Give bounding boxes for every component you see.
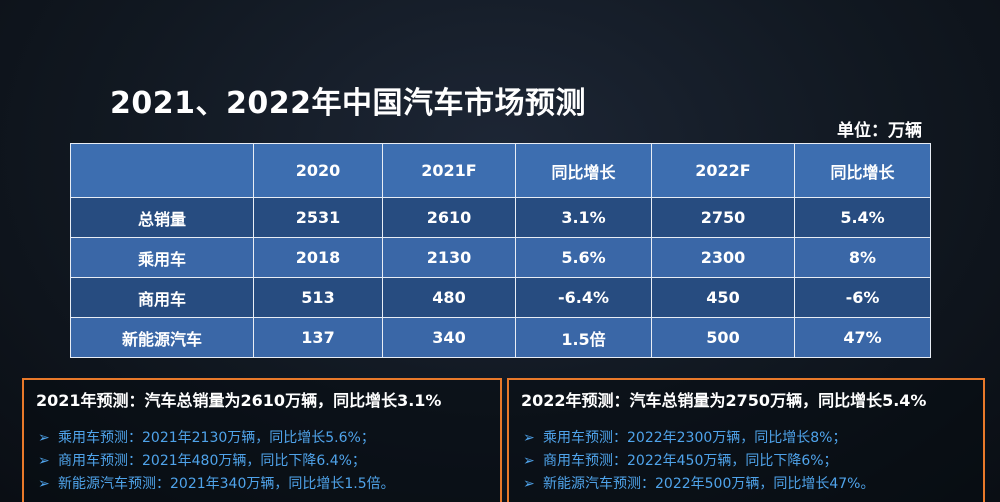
list-item-text: 新能源汽车预测：2022年500万辆，同比增长47%。 <box>543 476 875 492</box>
list-item: ➢ 商用车预测：2022年450万辆，同比下降6%； <box>523 450 983 473</box>
table-cell: 2130 <box>382 237 516 278</box>
forecast-2021-list: ➢ 乘用车预测：2021年2130万辆，同比增长5.6%； ➢ 商用车预测：2021… <box>38 427 500 496</box>
table-row: 新能源汽车 137 340 1.5倍 500 47% <box>70 317 931 358</box>
row-label: 商用车 <box>70 277 254 318</box>
arrow-bullet-icon: ➢ <box>38 430 50 446</box>
forecast-2021-panel: 2021年预测：汽车总销量为2610万辆，同比增长3.1% ➢ 乘用车预测：202… <box>22 378 502 502</box>
header-cell-corner <box>70 143 254 198</box>
arrow-bullet-icon: ➢ <box>523 430 535 446</box>
table-cell: 2018 <box>253 237 383 278</box>
forecast-table: 2020 2021F 同比增长 2022F 同比增长 总销量 2531 2610… <box>70 143 931 358</box>
table-row: 商用车 513 480 -6.4% 450 -6% <box>70 277 931 318</box>
table-cell: 2300 <box>651 237 795 278</box>
table-cell: -6.4% <box>515 277 652 318</box>
list-item: ➢ 新能源汽车预测：2022年500万辆，同比增长47%。 <box>523 473 983 496</box>
table-cell: 480 <box>382 277 516 318</box>
table-cell: 5.6% <box>515 237 652 278</box>
forecast-2022-list: ➢ 乘用车预测：2022年2300万辆，同比增长8%； ➢ 商用车预测：2022年4… <box>523 427 983 496</box>
table-cell: 137 <box>253 317 383 358</box>
list-item-text: 商用车预测：2021年480万辆，同比下降6.4%； <box>58 453 366 469</box>
arrow-bullet-icon: ➢ <box>523 476 535 492</box>
table-cell: 8% <box>794 237 931 278</box>
header-cell-2021f: 2021F <box>382 143 516 198</box>
list-item-text: 乘用车预测：2021年2130万辆，同比增长5.6%； <box>58 430 375 446</box>
list-item-text: 乘用车预测：2022年2300万辆，同比增长8%； <box>543 430 847 446</box>
row-label: 乘用车 <box>70 237 254 278</box>
forecast-2021-heading: 2021年预测：汽车总销量为2610万辆，同比增长3.1% <box>36 391 442 410</box>
table-cell: 2750 <box>651 197 795 238</box>
unit-label: 单位：万辆 <box>837 121 922 141</box>
list-item: ➢ 商用车预测：2021年480万辆，同比下降6.4%； <box>38 450 500 473</box>
arrow-bullet-icon: ➢ <box>38 476 50 492</box>
table-cell: 340 <box>382 317 516 358</box>
header-cell-growth-2022: 同比增长 <box>794 143 931 198</box>
list-item-text: 新能源汽车预测：2021年340万辆，同比增长1.5倍。 <box>58 476 395 492</box>
table-header-row: 2020 2021F 同比增长 2022F 同比增长 <box>70 143 931 198</box>
table-cell: 5.4% <box>794 197 931 238</box>
list-item: ➢ 乘用车预测：2021年2130万辆，同比增长5.6%； <box>38 427 500 450</box>
forecast-2022-heading: 2022年预测：汽车总销量为2750万辆，同比增长5.4% <box>521 391 927 410</box>
table-cell: -6% <box>794 277 931 318</box>
arrow-bullet-icon: ➢ <box>523 453 535 469</box>
row-label: 新能源汽车 <box>70 317 254 358</box>
list-item: ➢ 新能源汽车预测：2021年340万辆，同比增长1.5倍。 <box>38 473 500 496</box>
list-item-text: 商用车预测：2022年450万辆，同比下降6%； <box>543 453 838 469</box>
list-item: ➢ 乘用车预测：2022年2300万辆，同比增长8%； <box>523 427 983 450</box>
forecast-2022-panel: 2022年预测：汽车总销量为2750万辆，同比增长5.4% ➢ 乘用车预测：202… <box>507 378 985 502</box>
table-row: 总销量 2531 2610 3.1% 2750 5.4% <box>70 197 931 238</box>
row-label: 总销量 <box>70 197 254 238</box>
header-cell-2022f: 2022F <box>651 143 795 198</box>
table-cell: 500 <box>651 317 795 358</box>
table-cell: 513 <box>253 277 383 318</box>
table-cell: 3.1% <box>515 197 652 238</box>
header-cell-2020: 2020 <box>253 143 383 198</box>
table-row: 乘用车 2018 2130 5.6% 2300 8% <box>70 237 931 278</box>
header-cell-growth-2021: 同比增长 <box>515 143 652 198</box>
page-title: 2021、2022年中国汽车市场预测 <box>110 86 586 121</box>
table-cell: 1.5倍 <box>515 317 652 358</box>
table-cell: 2610 <box>382 197 516 238</box>
arrow-bullet-icon: ➢ <box>38 453 50 469</box>
table-cell: 47% <box>794 317 931 358</box>
table-cell: 450 <box>651 277 795 318</box>
table-cell: 2531 <box>253 197 383 238</box>
